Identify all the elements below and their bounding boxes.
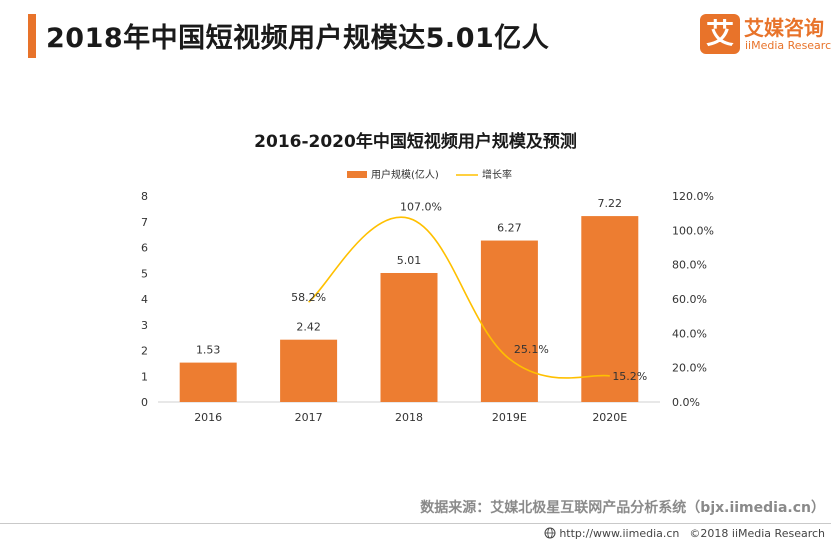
y-left-tick-label: 6 (141, 242, 148, 255)
y-left-tick-label: 1 (141, 370, 148, 383)
bar-2016 (179, 362, 237, 402)
bar-value-label: 2.42 (296, 321, 321, 334)
y-right-tick-label: 80.0% (672, 259, 707, 272)
chart-title: 2016-2020年中国短视频用户规模及预测 (254, 132, 577, 152)
footer-copyright: ©2018 iiMedia Research (689, 527, 825, 540)
footer: http://www.iimedia.cn ©2018 iiMedia Resea… (544, 527, 825, 540)
bar-value-label: 1.53 (196, 344, 221, 357)
bar-2018 (380, 272, 438, 402)
x-tick-label: 2019E (492, 411, 527, 424)
y-left-tick-label: 0 (141, 396, 148, 409)
x-tick-label: 2020E (592, 411, 627, 424)
growth-rate-label: 58.2% (291, 291, 326, 304)
growth-rate-label: 25.1% (514, 343, 549, 356)
brand-logo: 艾 艾媒咨询 iiMedia Research (700, 12, 831, 58)
x-tick-label: 2017 (295, 411, 323, 424)
y-left-tick-label: 7 (141, 216, 148, 229)
y-left-tick-label: 5 (141, 267, 148, 280)
logo-name-cn: 艾媒咨询 (744, 16, 824, 40)
y-right-tick-label: 60.0% (672, 293, 707, 306)
growth-rate-line (308, 216, 610, 379)
y-right-tick-label: 0.0% (672, 396, 700, 409)
logo-name-en: iiMedia Research (745, 39, 831, 52)
x-tick-label: 2018 (395, 411, 423, 424)
data-source: 数据来源：艾媒北极星互联网产品分析系统（bjx.iimedia.cn） (420, 500, 825, 516)
legend-label-line: 增长率 (482, 168, 512, 181)
footer-url[interactable]: http://www.iimedia.cn (559, 527, 680, 540)
growth-rate-label: 15.2% (612, 370, 647, 383)
legend-label-bar: 用户规模(亿人) (371, 168, 439, 181)
y-left-tick-label: 2 (141, 345, 148, 358)
y-right-tick-label: 40.0% (672, 327, 707, 340)
y-left-tick-label: 3 (141, 319, 148, 332)
bar-value-label: 5.01 (397, 254, 422, 267)
logo-mark: 艾 (700, 14, 740, 54)
page-title: 2018年中国短视频用户规模达5.01亿人 (46, 23, 550, 54)
growth-rate-label: 107.0% (400, 200, 442, 213)
y-left-tick-label: 4 (141, 293, 148, 306)
bar-2017 (280, 339, 338, 402)
bar-2020E (581, 216, 639, 402)
bar-2019E (480, 240, 538, 402)
footer-divider (0, 523, 831, 524)
bar-value-label: 7.22 (598, 197, 623, 210)
legend-swatch-bar (347, 171, 367, 178)
globe-icon (544, 527, 556, 539)
x-tick-label: 2016 (194, 411, 222, 424)
y-left-tick-label: 8 (141, 190, 148, 203)
y-right-tick-label: 100.0% (672, 224, 714, 237)
bar-value-label: 6.27 (497, 222, 522, 235)
y-right-tick-label: 120.0% (672, 190, 714, 203)
y-right-tick-label: 20.0% (672, 362, 707, 375)
title-accent-bar (28, 14, 36, 58)
